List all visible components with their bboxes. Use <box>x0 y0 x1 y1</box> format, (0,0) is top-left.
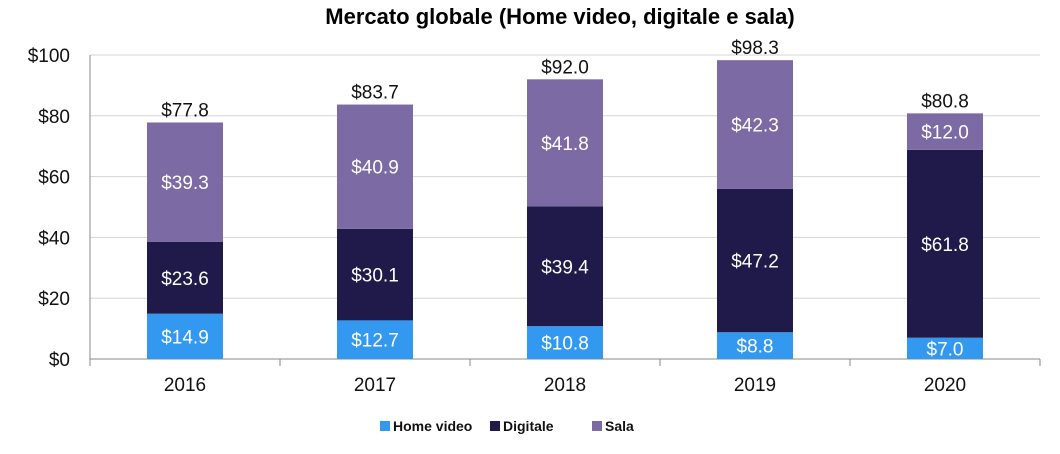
data-label: $40.9 <box>351 158 399 179</box>
y-tick-label: $60 <box>38 168 70 189</box>
data-label: $8.8 <box>737 337 774 358</box>
x-tick-label: 2020 <box>924 375 966 396</box>
bar-segment-home-video <box>147 313 223 359</box>
data-label: $42.3 <box>731 115 779 136</box>
bar-segment-sala <box>907 113 983 150</box>
total-label: $80.8 <box>921 91 969 112</box>
bar-segment-digitale <box>527 206 603 327</box>
total-label: $98.3 <box>731 38 779 59</box>
total-label: $83.7 <box>351 83 399 104</box>
legend-label: Digitale <box>503 418 554 434</box>
total-label: $92.0 <box>541 57 589 78</box>
bar-segment-digitale <box>907 149 983 338</box>
legend-swatch <box>380 421 390 431</box>
data-label: $12.7 <box>351 331 399 352</box>
legend-swatch <box>490 421 500 431</box>
bar-segment-home-video <box>907 337 983 359</box>
data-label: $30.1 <box>351 266 399 287</box>
data-label: $39.3 <box>161 173 209 194</box>
bar-segment-home-video <box>717 332 793 359</box>
y-tick-label: $0 <box>49 350 70 371</box>
bar-segment-home-video <box>337 320 413 359</box>
data-label: $61.8 <box>921 235 969 256</box>
x-tick-label: 2016 <box>164 375 206 396</box>
bar-segment-sala <box>337 104 413 229</box>
bar-segment-digitale <box>147 241 223 314</box>
legend-swatch <box>592 421 602 431</box>
x-tick-label: 2019 <box>734 375 776 396</box>
bar-segment-digitale <box>337 228 413 321</box>
data-label: $12.0 <box>921 123 969 144</box>
data-label: $10.8 <box>541 334 589 355</box>
y-tick-label: $40 <box>38 228 70 249</box>
legend-label: Sala <box>605 418 634 434</box>
data-label: $23.6 <box>161 269 209 290</box>
x-tick-label: 2017 <box>354 375 396 396</box>
data-label: $14.9 <box>161 327 209 348</box>
total-label: $77.8 <box>161 100 209 121</box>
data-label: $39.4 <box>541 257 589 278</box>
chart-title: Mercato globale (Home video, digitale e … <box>325 4 795 29</box>
bar-segment-digitale <box>717 188 793 333</box>
y-tick-label: $80 <box>38 107 70 128</box>
bar-segment-home-video <box>527 326 603 359</box>
bar-segment-sala <box>147 122 223 242</box>
x-tick-label: 2018 <box>544 375 586 396</box>
data-label: $41.8 <box>541 134 589 155</box>
data-label: $47.2 <box>731 252 779 273</box>
y-tick-label: $20 <box>38 289 70 310</box>
data-label: $7.0 <box>927 339 964 360</box>
bar-segment-sala <box>527 79 603 207</box>
y-tick-label: $100 <box>28 46 70 67</box>
legend-label: Home video <box>393 418 472 434</box>
bar-segment-sala <box>717 60 793 189</box>
